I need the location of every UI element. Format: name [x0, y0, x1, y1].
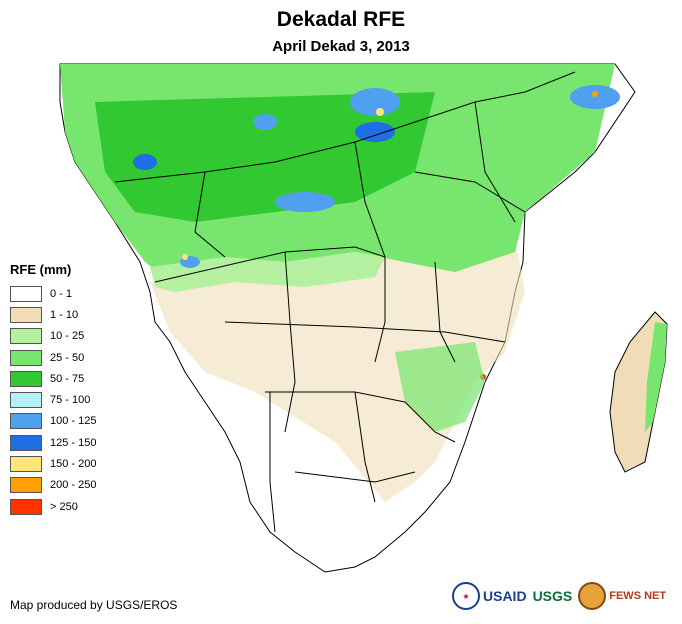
- legend-item: 200 - 250: [10, 475, 96, 496]
- legend-item: 150 - 200: [10, 453, 96, 474]
- legend-swatch: [10, 370, 42, 387]
- credit-text: Map produced by USGS/EROS: [10, 598, 178, 612]
- fews-logo: FEWS NET: [578, 582, 666, 610]
- legend-item: 50 - 75: [10, 368, 96, 389]
- legend-item: 125 - 150: [10, 432, 96, 453]
- legend-item: 1 - 10: [10, 304, 96, 325]
- legend-label: 150 - 200: [50, 458, 97, 471]
- map-subtitle: April Dekad 3, 2013: [272, 38, 410, 55]
- legend-label: 1 - 10: [50, 308, 79, 321]
- legend-label: > 250: [50, 500, 78, 513]
- usgs-logo: USGS: [532, 588, 573, 604]
- legend-item: > 250: [10, 496, 96, 517]
- fews-globe-icon: [578, 582, 607, 610]
- rainfall-map: [55, 62, 675, 592]
- map-title: Dekadal RFE: [276, 8, 406, 31]
- legend-label: 200 - 250: [50, 479, 97, 492]
- legend-label: 50 - 75: [50, 372, 85, 385]
- legend-swatch: [10, 498, 42, 515]
- legend-swatch: [10, 285, 42, 302]
- legend-label: 75 - 100: [50, 394, 91, 407]
- usaid-seal-icon: ★: [452, 582, 480, 610]
- legend: RFE (mm) 0 - 1 1 - 10 10 - 25 25 - 50 50 - 7…: [10, 262, 96, 517]
- legend-swatch: [10, 413, 42, 430]
- legend-swatch: [10, 328, 42, 345]
- country-borders: [114, 71, 576, 533]
- legend-title: RFE (mm): [10, 262, 72, 277]
- legend-item: 10 - 25: [10, 326, 96, 347]
- legend-label: 10 - 25: [50, 330, 85, 343]
- legend-swatch: [10, 392, 42, 409]
- legend-item: 0 - 1: [10, 283, 96, 304]
- legend-swatch: [10, 349, 42, 366]
- legend-label: 0 - 1: [50, 287, 73, 300]
- legend-item: 25 - 50: [10, 347, 96, 368]
- legend-label: 25 - 50: [50, 351, 85, 364]
- legend-item: 100 - 125: [10, 411, 96, 432]
- legend-items: 0 - 1 1 - 10 10 - 25 25 - 50 50 - 75 75 - 100…: [10, 283, 96, 517]
- legend-swatch: [10, 434, 42, 451]
- map-svg: [59, 63, 668, 573]
- legend-label: 125 - 150: [50, 436, 97, 449]
- legend-swatch: [10, 456, 42, 473]
- usaid-logo: ★ USAID: [452, 582, 527, 610]
- legend-item: 75 - 100: [10, 389, 96, 410]
- legend-swatch: [10, 306, 42, 323]
- logo-bar: ★ USAID USGS FEWS NET: [452, 582, 666, 610]
- legend-swatch: [10, 477, 42, 494]
- legend-label: 100 - 125: [50, 415, 97, 428]
